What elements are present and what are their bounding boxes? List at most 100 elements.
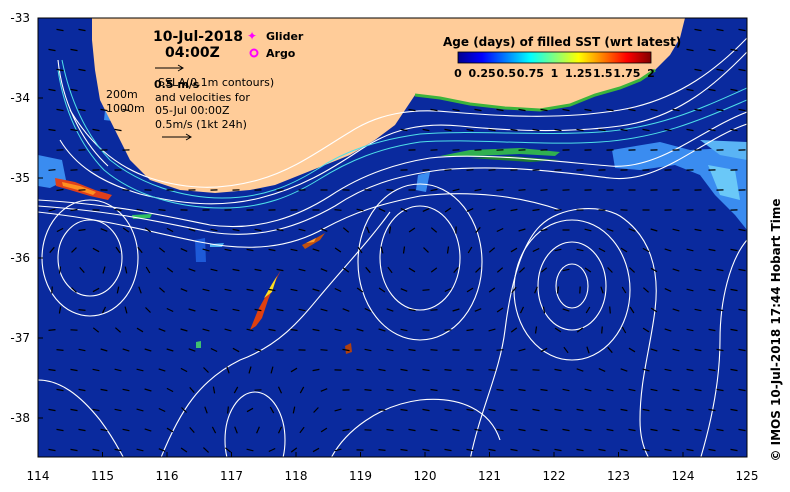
velocity-arrow bbox=[444, 128, 452, 132]
velocity-arrow bbox=[601, 326, 603, 334]
velocity-arrow bbox=[56, 388, 64, 392]
velocity-arrow bbox=[422, 208, 430, 212]
velocity-arrow bbox=[158, 247, 166, 253]
velocity-arrow bbox=[576, 408, 584, 412]
velocity-arrow bbox=[466, 208, 474, 212]
colorbar-tick-label: 0.5 bbox=[497, 67, 517, 80]
velocity-arrow bbox=[518, 228, 526, 232]
colorbar-tick-label: 0 bbox=[454, 67, 462, 80]
velocity-arrow bbox=[628, 267, 636, 273]
velocity-arrow bbox=[452, 428, 460, 432]
velocity-arrow bbox=[78, 68, 86, 72]
y-tick-label: -36 bbox=[10, 251, 30, 265]
velocity-arrow bbox=[49, 246, 55, 254]
velocity-arrow bbox=[672, 428, 680, 432]
velocity-arrow bbox=[269, 406, 275, 414]
y-axis: -33 -34 -35 -36 -37 -38 bbox=[10, 11, 30, 425]
velocity-arrow bbox=[276, 228, 284, 232]
velocity-arrow bbox=[268, 328, 276, 332]
velocity-arrow bbox=[716, 108, 724, 112]
map-plot-area bbox=[38, 18, 747, 457]
velocity-arrow bbox=[100, 388, 108, 392]
velocity-arrow bbox=[188, 228, 196, 232]
velocity-arrow bbox=[664, 248, 672, 252]
velocity-arrow bbox=[475, 226, 481, 234]
velocity-arrow bbox=[430, 108, 438, 112]
velocity-arrow bbox=[540, 189, 548, 191]
velocity-arrow bbox=[58, 266, 62, 274]
velocity-arrow bbox=[100, 428, 108, 432]
velocity-arrow bbox=[158, 448, 166, 452]
velocity-arrow bbox=[364, 189, 372, 191]
velocity-arrow bbox=[730, 48, 738, 52]
velocity-arrow bbox=[408, 308, 416, 312]
velocity-arrow bbox=[122, 227, 130, 233]
velocity-arrow bbox=[92, 327, 100, 333]
velocity-arrow bbox=[144, 428, 152, 432]
velocity-arrow bbox=[554, 209, 562, 211]
x-tick-label: 124 bbox=[672, 469, 695, 483]
sla-contours-note: SSLA(0.1m contours) bbox=[158, 76, 274, 89]
velocity-arrow bbox=[92, 448, 100, 452]
velocity-arrow bbox=[290, 288, 298, 292]
velocity-arrow bbox=[210, 268, 218, 272]
velocity-arrow bbox=[408, 428, 416, 432]
velocity-arrow bbox=[408, 108, 416, 112]
velocity-arrow bbox=[180, 248, 188, 252]
velocity-arrow bbox=[268, 248, 276, 252]
velocity-arrow bbox=[356, 287, 364, 293]
velocity-arrow bbox=[101, 306, 107, 314]
velocity-arrow bbox=[234, 426, 238, 434]
velocity-arrow bbox=[620, 368, 628, 372]
velocity-arrow bbox=[606, 428, 614, 432]
velocity-arrow bbox=[181, 407, 187, 413]
velocity-arrow bbox=[102, 266, 106, 274]
velocity-arrow bbox=[716, 428, 724, 432]
velocity-arrow bbox=[226, 366, 230, 374]
map-time: 04:00Z bbox=[165, 45, 220, 61]
velocity-arrow bbox=[136, 368, 144, 372]
velocity-arrow bbox=[532, 247, 540, 253]
velocity-arrow bbox=[562, 308, 570, 312]
velocity-arrow bbox=[562, 428, 570, 432]
velocity-arrow bbox=[664, 368, 672, 372]
velocity-arrow bbox=[334, 328, 342, 332]
velocity-arrow bbox=[554, 408, 562, 412]
velocity-arrow bbox=[642, 247, 650, 253]
velocity-arrow bbox=[738, 428, 746, 432]
velocity-arrow bbox=[686, 288, 694, 292]
velocity-arrow bbox=[48, 128, 56, 132]
velocity-arrow bbox=[312, 447, 320, 453]
velocity-arrow bbox=[320, 388, 328, 392]
velocity-arrow bbox=[211, 426, 217, 434]
velocity-arrow bbox=[56, 428, 64, 432]
velocity-arrow bbox=[628, 347, 636, 353]
velocity-arrow bbox=[708, 128, 716, 132]
velocity-arrow bbox=[694, 388, 702, 392]
velocity-arrow bbox=[189, 427, 195, 433]
velocity-arrow bbox=[378, 328, 386, 332]
velocity-arrow bbox=[620, 448, 628, 452]
velocity-arrow bbox=[210, 347, 218, 353]
velocity-arrow bbox=[92, 408, 100, 412]
velocity-arrow bbox=[70, 208, 78, 212]
velocity-arrow bbox=[488, 247, 496, 253]
velocity-arrow bbox=[78, 428, 86, 432]
velocity-arrow bbox=[444, 169, 452, 171]
velocity-arrow bbox=[716, 348, 724, 352]
velocity-arrow bbox=[607, 346, 613, 354]
velocity-arrow bbox=[334, 448, 342, 452]
velocity-arrow bbox=[488, 287, 496, 293]
glider-label: Glider bbox=[266, 30, 304, 43]
velocity-arrow bbox=[188, 268, 196, 272]
velocity-arrow bbox=[694, 28, 702, 32]
velocity-arrow bbox=[585, 306, 591, 314]
velocity-arrow bbox=[534, 286, 538, 294]
coastal-sst-fringe bbox=[414, 68, 656, 112]
velocity-arrow bbox=[672, 268, 680, 272]
map-date: 10-Jul-2018 bbox=[153, 29, 243, 45]
velocity-arrow bbox=[650, 228, 658, 232]
velocity-arrow bbox=[290, 447, 298, 453]
velocity-arrow bbox=[474, 428, 482, 432]
